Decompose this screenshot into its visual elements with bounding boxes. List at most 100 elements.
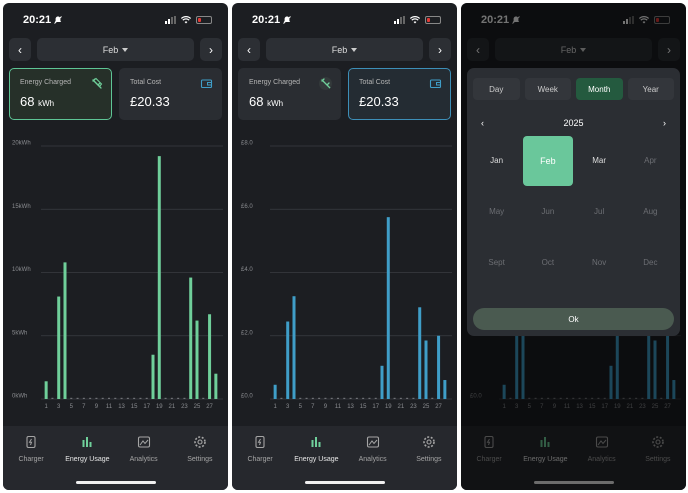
bar[interactable] xyxy=(380,365,384,399)
tab-charger-label: Charger xyxy=(18,456,44,463)
bar-zero xyxy=(139,397,142,399)
x-tick-label: 15 xyxy=(131,404,138,410)
chevron-down-icon xyxy=(122,47,129,52)
chevron-down-icon xyxy=(351,47,358,52)
bottom-tab-bar: Charger Energy Usage Analytics Settings xyxy=(3,426,228,490)
bar-zero xyxy=(164,397,167,399)
energy-charged-card[interactable]: Energy Charged 68 kWh xyxy=(9,68,112,120)
total-cost-card[interactable]: Total Cost £20.33 xyxy=(348,68,451,120)
next-month-button[interactable]: › xyxy=(200,38,222,61)
tab-settings[interactable]: Settings xyxy=(172,435,227,463)
bar-zero xyxy=(89,397,92,399)
period-tab-month[interactable]: Month xyxy=(576,78,623,100)
previous-month-button[interactable]: ‹ xyxy=(9,38,31,61)
bar-zero xyxy=(183,397,186,399)
previous-year-button[interactable]: ‹ xyxy=(481,118,484,128)
bar-zero xyxy=(114,397,117,399)
bar-zero xyxy=(330,397,333,399)
gear-icon xyxy=(194,436,206,448)
x-tick-label: 1 xyxy=(44,404,48,410)
bar[interactable] xyxy=(208,314,212,399)
bell-off-icon xyxy=(54,16,62,24)
tab-energy-usage-label: Energy Usage xyxy=(65,456,110,463)
bar[interactable] xyxy=(214,373,218,399)
bar[interactable] xyxy=(57,296,61,399)
tab-charger[interactable]: Charger xyxy=(4,435,59,463)
next-year-button[interactable]: › xyxy=(663,118,666,128)
tab-energy-usage[interactable]: Energy Usage xyxy=(60,435,115,463)
tab-settings[interactable]: Settings xyxy=(401,435,456,463)
bar[interactable] xyxy=(286,321,290,399)
bar[interactable] xyxy=(195,320,199,399)
period-tab-year[interactable]: Year xyxy=(627,78,674,100)
bar[interactable] xyxy=(443,380,447,399)
tab-energy-usage[interactable]: Energy Usage xyxy=(289,435,344,463)
month-selector[interactable]: Feb xyxy=(37,38,194,61)
bar[interactable] xyxy=(292,296,296,399)
bar-zero xyxy=(70,397,73,399)
tab-settings-label: Settings xyxy=(416,456,442,463)
x-tick-label: 1 xyxy=(273,404,277,410)
bar[interactable] xyxy=(189,277,193,399)
bar[interactable] xyxy=(437,335,441,399)
bar[interactable] xyxy=(157,156,161,399)
month-label: Feb xyxy=(102,44,119,55)
month-cell-aug: Aug xyxy=(643,207,658,216)
month-cell-sept: Sept xyxy=(488,258,505,267)
tab-analytics[interactable]: Analytics xyxy=(345,435,400,463)
month-cell-dec: Dec xyxy=(643,258,658,267)
bar[interactable] xyxy=(424,340,428,399)
bar-zero xyxy=(374,397,377,399)
x-tick-label: 13 xyxy=(118,404,125,410)
y-tick-label: £2.0 xyxy=(241,330,253,336)
bar-zero xyxy=(82,397,85,399)
status-time: 20:21 xyxy=(23,14,52,26)
bar[interactable] xyxy=(273,384,277,399)
bar[interactable] xyxy=(63,262,67,399)
charging-plug-icon xyxy=(92,77,103,89)
y-tick-label: £6.0 xyxy=(241,204,253,210)
year-label: 2025 xyxy=(563,118,584,128)
month-cell-mar[interactable]: Mar xyxy=(592,156,607,165)
next-month-button[interactable]: › xyxy=(429,38,451,61)
total-cost-value: £20.33 xyxy=(359,94,399,109)
month-navigation: ‹ Feb › xyxy=(9,38,222,61)
x-tick-label: 3 xyxy=(57,404,61,410)
y-tick-label: £4.0 xyxy=(241,267,253,273)
month-cell-feb[interactable]: Feb xyxy=(522,135,573,186)
previous-month-button[interactable]: ‹ xyxy=(238,38,260,61)
y-tick-label: £8.0 xyxy=(241,141,253,147)
bar[interactable] xyxy=(386,217,390,399)
month-cell-may: May xyxy=(489,207,505,216)
bar[interactable] xyxy=(44,381,48,399)
x-tick-label: 27 xyxy=(435,404,442,410)
tab-charger[interactable]: Charger xyxy=(233,435,288,463)
month-selector[interactable]: Feb xyxy=(266,38,423,61)
energy-charged-value: 68 kWh xyxy=(249,94,284,109)
bar-zero xyxy=(170,397,173,399)
period-tab-week[interactable]: Week xyxy=(524,78,571,100)
bar[interactable] xyxy=(151,354,155,399)
bar-zero xyxy=(349,397,352,399)
bar[interactable] xyxy=(418,307,422,399)
bar-zero xyxy=(343,397,346,399)
ok-button[interactable]: Ok xyxy=(473,308,674,330)
tab-analytics[interactable]: Analytics xyxy=(116,435,171,463)
total-cost-card[interactable]: Total Cost £20.33 xyxy=(119,68,222,120)
energy-charged-card[interactable]: Energy Charged 68 kWh xyxy=(238,68,341,120)
status-bar: 20:21 xyxy=(252,13,441,27)
date-range-picker: Day Week Month Year ‹ 2025 › Jan Feb Mar… xyxy=(467,68,680,336)
wifi-icon xyxy=(181,16,191,24)
bar-chart-icon xyxy=(82,437,92,447)
status-time: 20:21 xyxy=(252,14,281,26)
bar-chart-icon xyxy=(311,437,321,447)
month-label: Feb xyxy=(331,44,348,55)
bar-zero xyxy=(362,397,365,399)
bar-zero xyxy=(399,397,402,399)
bar-zero xyxy=(431,397,434,399)
bar-zero xyxy=(368,397,371,399)
bar-zero xyxy=(311,397,314,399)
period-tab-day[interactable]: Day xyxy=(473,78,520,100)
month-cell-jan[interactable]: Jan xyxy=(490,156,504,165)
